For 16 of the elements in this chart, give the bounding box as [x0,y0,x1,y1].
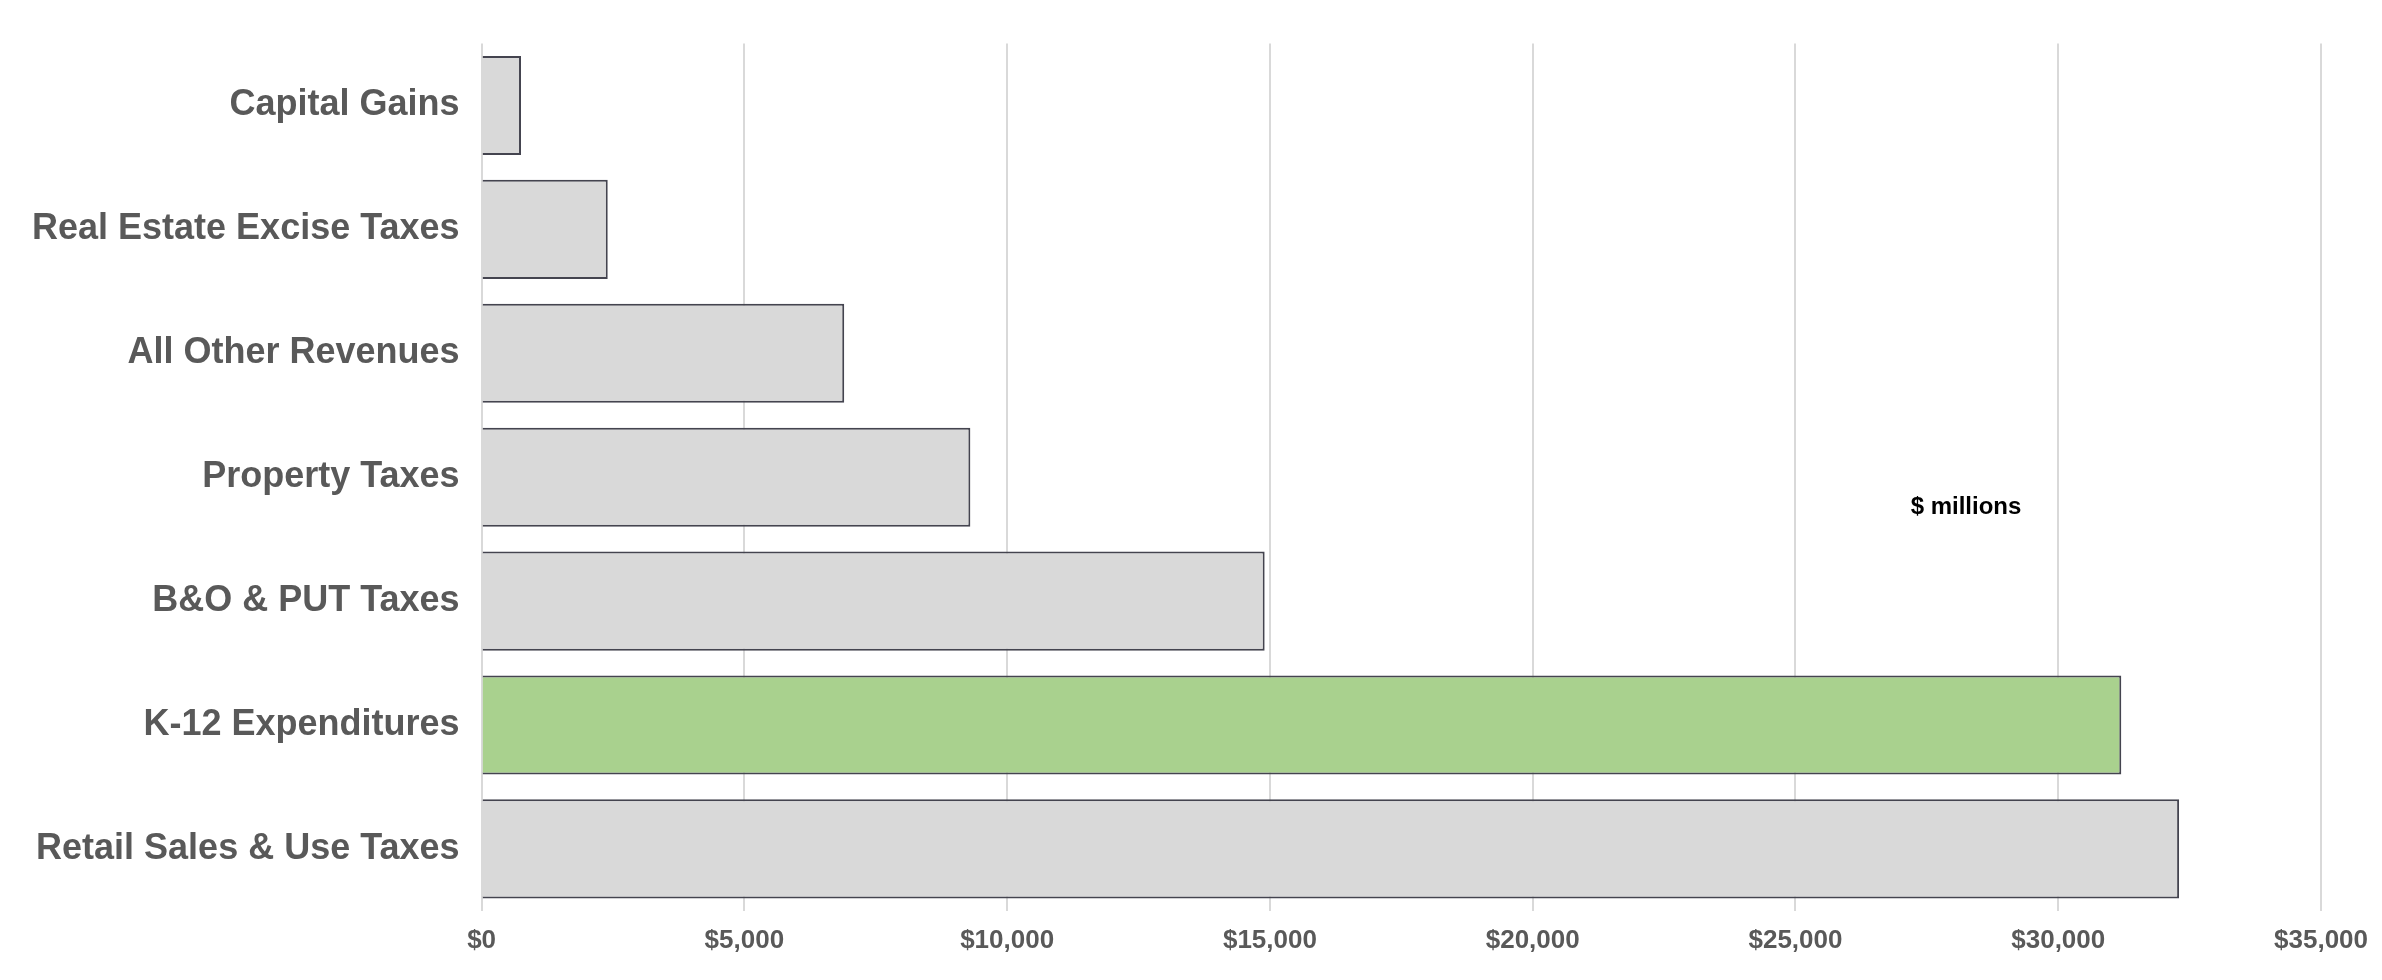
y-tick-label: K-12 Expenditures [143,701,460,743]
y-tick-label: Retail Sales & Use Taxes [36,825,460,867]
y-tick-label: Capital Gains [229,82,460,124]
annotation: $ millions [1910,492,2022,520]
x-tick-label: $35,000 [2274,923,2368,954]
x-tick-label: $30,000 [2011,923,2106,954]
x-tick-label: $5,000 [704,923,785,954]
y-tick-label: Real Estate Excise Taxes [32,206,460,248]
x-tick-label: $20,000 [1485,923,1580,954]
x-tick-label: $0 [467,923,497,954]
x-tick-label: $10,000 [960,923,1055,954]
x-tick-label: $15,000 [1222,923,1317,954]
x-tick-label: $25,000 [1748,923,1843,954]
y-tick-label: B&O & PUT Taxes [152,578,460,620]
y-tick-label: Property Taxes [202,454,460,496]
y-tick-label: All Other Revenues [127,330,460,372]
